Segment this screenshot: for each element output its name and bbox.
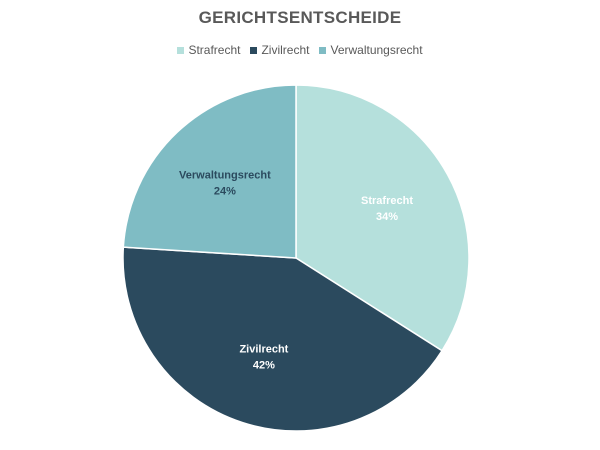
slice-label-verwaltungsrecht: Verwaltungsrecht: [179, 169, 271, 181]
slice-label-strafrecht: Strafrecht: [361, 195, 413, 207]
slice-value-zivilrecht: 42%: [253, 360, 275, 372]
slice-value-verwaltungsrecht: 24%: [214, 185, 236, 197]
slice-value-strafrecht: 34%: [376, 211, 398, 223]
slice-label-zivilrecht: Zivilrecht: [239, 344, 288, 356]
